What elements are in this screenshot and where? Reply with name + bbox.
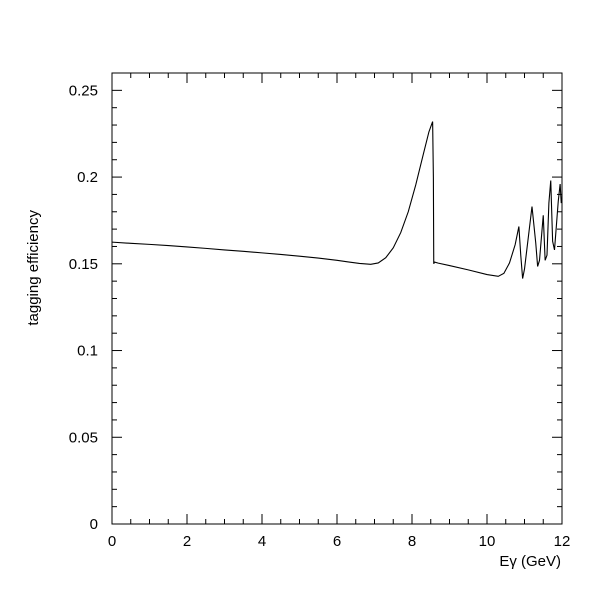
x-tick-label: 2	[183, 533, 191, 550]
x-tick-label: 0	[108, 533, 116, 550]
x-tick-label: 6	[333, 533, 341, 550]
y-tick-label: 0.1	[77, 343, 98, 360]
ticks	[111, 72, 563, 525]
x-tick-label: 12	[554, 533, 571, 550]
y-tick-label: 0.2	[77, 169, 98, 186]
y-tick-label: 0.05	[69, 429, 98, 446]
series-line	[111, 121, 562, 279]
x-axis-label: Eγ (GeV)	[499, 553, 561, 570]
y-axis-label: tagging efficiency	[25, 210, 42, 326]
y-tick-label: 0.15	[69, 256, 98, 273]
plot-frame	[111, 72, 563, 525]
x-tick-label: 4	[258, 533, 266, 550]
tick-labels: 0 2 4 6 8 10 12 0 0.05 0.1 0.15 0.2 0.25	[69, 82, 571, 550]
x-tick-label: 8	[408, 533, 416, 550]
y-tick-label: 0	[90, 516, 98, 533]
x-tick-label: 10	[479, 533, 496, 550]
y-tick-label: 0.25	[69, 82, 98, 99]
